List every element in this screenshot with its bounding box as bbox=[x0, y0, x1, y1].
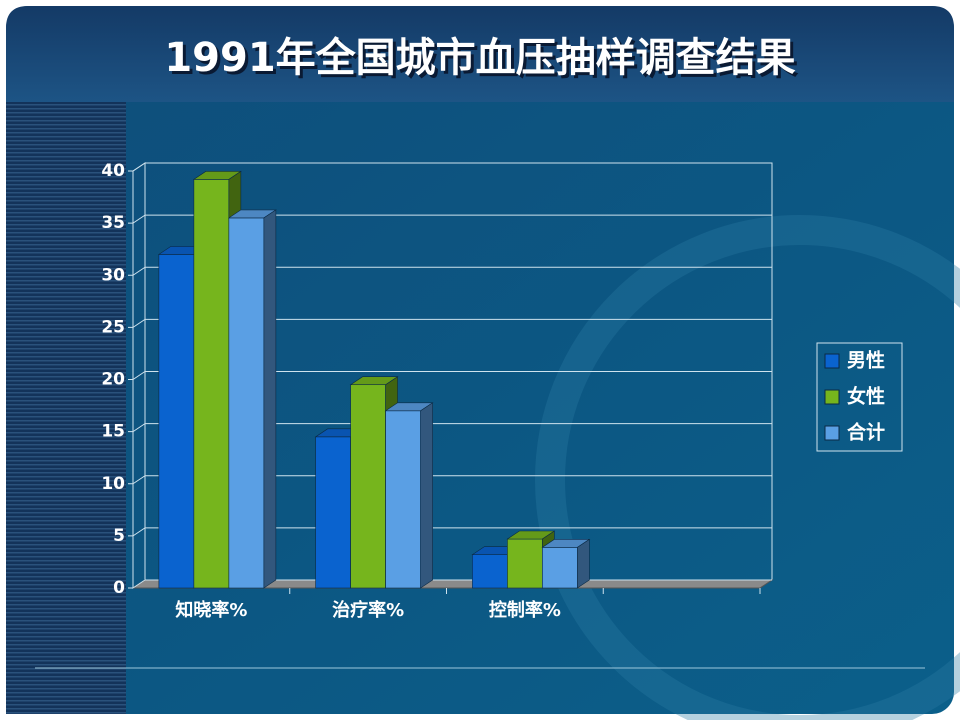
y-tick-label: 10 bbox=[101, 474, 125, 494]
bar bbox=[228, 217, 265, 589]
bar bbox=[507, 538, 543, 589]
globe bbox=[535, 215, 960, 720]
y-tick-label: 5 bbox=[113, 526, 125, 546]
bar bbox=[542, 547, 578, 589]
grid-line bbox=[132, 214, 146, 224]
legend-swatch bbox=[824, 389, 840, 405]
header-band bbox=[6, 6, 954, 102]
legend-label: 女性 bbox=[847, 385, 885, 408]
bar-side bbox=[420, 402, 433, 589]
y-tick-label: 30 bbox=[101, 265, 125, 285]
grid-line bbox=[132, 371, 146, 380]
grid-line bbox=[132, 423, 146, 433]
bar-side bbox=[577, 538, 590, 589]
bar bbox=[385, 410, 421, 589]
y-tick-label: 0 bbox=[113, 578, 125, 598]
x-tick-label: 控制率% bbox=[489, 599, 561, 621]
grid-line bbox=[132, 527, 146, 537]
legend-label: 合计 bbox=[847, 421, 885, 444]
title-shadow: 1991年全国城市血压抽样调查结果 bbox=[167, 38, 798, 84]
bar bbox=[472, 554, 508, 589]
bar bbox=[193, 179, 230, 589]
bar-side bbox=[263, 209, 277, 589]
y-tick-label: 15 bbox=[101, 422, 125, 442]
side-stripe bbox=[6, 100, 126, 714]
bar bbox=[158, 254, 195, 589]
chart-title: 1991年全国城市血压抽样调查结果 bbox=[164, 35, 795, 81]
background bbox=[6, 6, 954, 714]
y-tick-label: 20 bbox=[101, 370, 125, 390]
y-tick-label: 25 bbox=[101, 317, 125, 337]
y-tick-label: 40 bbox=[101, 161, 125, 181]
x-tick-label: 知晓率% bbox=[175, 599, 247, 621]
grid-line bbox=[132, 475, 146, 485]
grid-line bbox=[132, 318, 146, 328]
y-tick-label: 35 bbox=[101, 213, 125, 233]
grid-line bbox=[132, 162, 146, 172]
legend-swatch bbox=[824, 425, 840, 441]
legend-label: 男性 bbox=[847, 349, 885, 372]
legend-box bbox=[816, 342, 903, 452]
grid-line bbox=[132, 266, 146, 276]
grid-line bbox=[132, 579, 146, 589]
bar bbox=[315, 436, 351, 589]
bar bbox=[350, 384, 386, 589]
legend-swatch bbox=[824, 353, 840, 369]
x-tick-label: 治疗率% bbox=[332, 599, 404, 621]
